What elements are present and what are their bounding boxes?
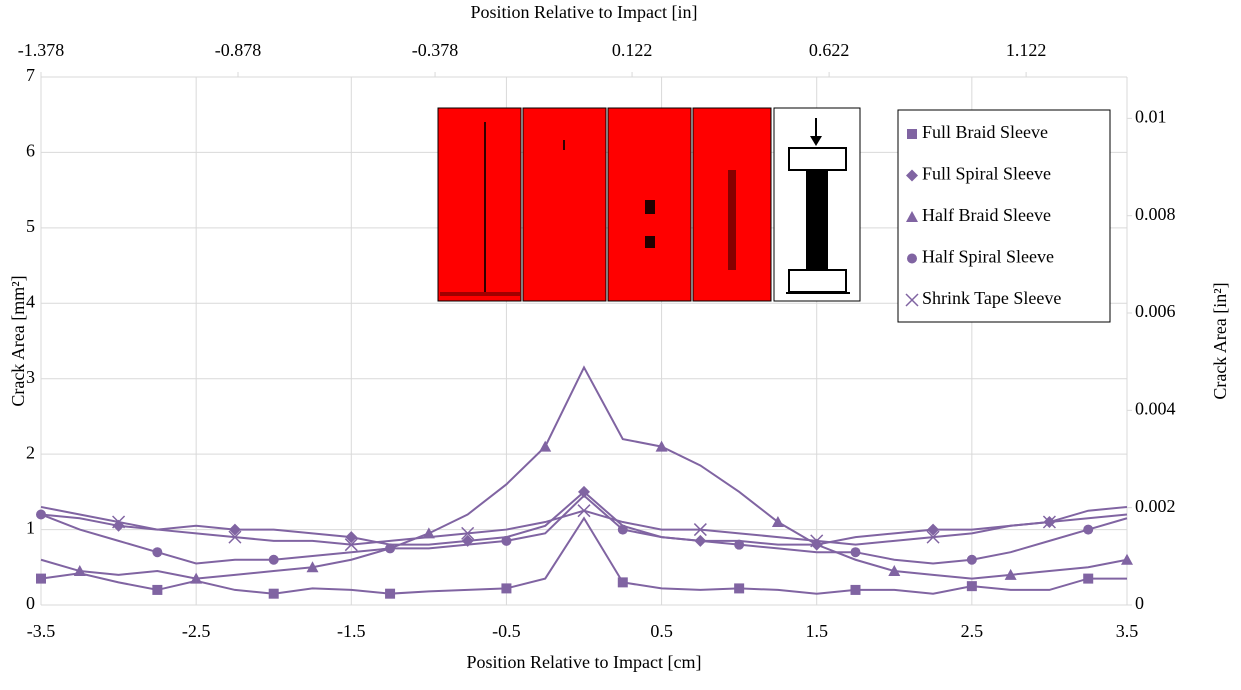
x2-axis-title: Position Relative to Impact [in]	[471, 2, 698, 22]
marker	[112, 515, 126, 529]
marker	[966, 581, 977, 592]
series-line	[40, 494, 1128, 565]
legend-label: Full Spiral Sleeve	[922, 164, 1051, 184]
legend-label: Half Braid Sleeve	[922, 205, 1051, 225]
y-tick-label: 3	[26, 367, 35, 387]
marker	[926, 530, 940, 544]
marker	[228, 530, 242, 544]
marker	[1083, 573, 1094, 584]
marker	[344, 538, 358, 552]
x2-tick-label: -1.378	[18, 40, 65, 60]
legend-marker	[906, 169, 918, 182]
marker	[268, 554, 279, 565]
marker	[268, 588, 279, 599]
x-tick-label: -3.5	[27, 621, 56, 641]
marker	[810, 534, 824, 548]
marker	[966, 554, 977, 565]
marker	[655, 440, 668, 452]
marker	[152, 584, 163, 595]
marker	[539, 440, 552, 452]
y-tick-label: 4	[26, 291, 35, 311]
x-tick-label: 1.5	[805, 621, 828, 641]
x-axis-title: Position Relative to Impact [cm]	[467, 652, 702, 672]
x-tick-label: 3.5	[1116, 621, 1139, 641]
marker	[927, 523, 940, 536]
marker	[734, 583, 745, 594]
marker	[152, 547, 163, 558]
marker	[36, 509, 46, 520]
legend-label: Half Spiral Sleeve	[922, 247, 1054, 267]
y2-tick-label: 0.002	[1135, 496, 1176, 516]
x2-tick-label: -0.878	[215, 40, 262, 60]
marker	[461, 526, 475, 540]
y-axis-title: Crack Area [mm²]	[8, 275, 28, 406]
marker	[501, 583, 512, 594]
legend-marker	[907, 253, 917, 264]
marker	[1042, 515, 1056, 529]
y-tick-label: 7	[26, 65, 35, 85]
y2-tick-label: 0.008	[1135, 204, 1176, 224]
legend-marker	[907, 129, 917, 139]
marker	[501, 535, 512, 546]
legend-marker	[905, 293, 919, 307]
legend-label: Shrink Tape Sleeve	[922, 288, 1061, 308]
y-tick-label: 6	[26, 141, 35, 161]
marker	[73, 565, 86, 577]
x-tick-label: 2.5	[961, 621, 984, 641]
marker	[693, 523, 707, 537]
y2-tick-label: 0	[1135, 593, 1144, 613]
marker	[578, 485, 590, 498]
legend-box	[897, 109, 1111, 323]
y-tick-label: 1	[26, 518, 35, 538]
y2-tick-label: 0.01	[1135, 106, 1167, 126]
marker	[306, 561, 319, 573]
y2-axis-title: Crack Area [in²]	[1210, 282, 1230, 399]
legend-marker	[906, 211, 918, 222]
marker	[385, 588, 396, 599]
marker	[1121, 553, 1133, 565]
marker	[577, 504, 591, 518]
marker	[190, 572, 203, 584]
legend-label: Full Braid Sleeve	[922, 122, 1048, 142]
x2-tick-label: 1.122	[1006, 40, 1047, 60]
marker	[345, 531, 358, 544]
x2-tick-label: 0.622	[809, 40, 850, 60]
marker	[1083, 524, 1094, 535]
x-tick-label: -1.5	[337, 621, 366, 641]
inset-images	[437, 107, 861, 302]
x-tick-label: -0.5	[492, 621, 521, 641]
marker	[1004, 568, 1017, 580]
x-tick-label: 0.5	[650, 621, 673, 641]
marker	[228, 523, 241, 536]
y-tick-label: 2	[26, 442, 35, 462]
marker	[734, 539, 745, 550]
series-line	[40, 365, 1128, 580]
x-tick-label: -2.5	[182, 621, 211, 641]
marker	[617, 577, 628, 588]
x2-tick-label: 0.122	[612, 40, 653, 60]
marker	[771, 516, 784, 528]
marker	[888, 565, 901, 577]
marker	[385, 543, 396, 554]
marker	[36, 573, 46, 584]
y2-tick-label: 0.004	[1135, 398, 1176, 418]
y2-tick-label: 0.006	[1135, 301, 1176, 321]
marker	[422, 527, 435, 539]
marker	[850, 547, 861, 558]
series-line	[40, 516, 1127, 595]
y-tick-label: 5	[26, 216, 35, 236]
marker	[617, 524, 628, 535]
y-tick-label: 0	[26, 593, 35, 613]
x2-tick-label: -0.378	[412, 40, 459, 60]
marker	[850, 584, 861, 595]
